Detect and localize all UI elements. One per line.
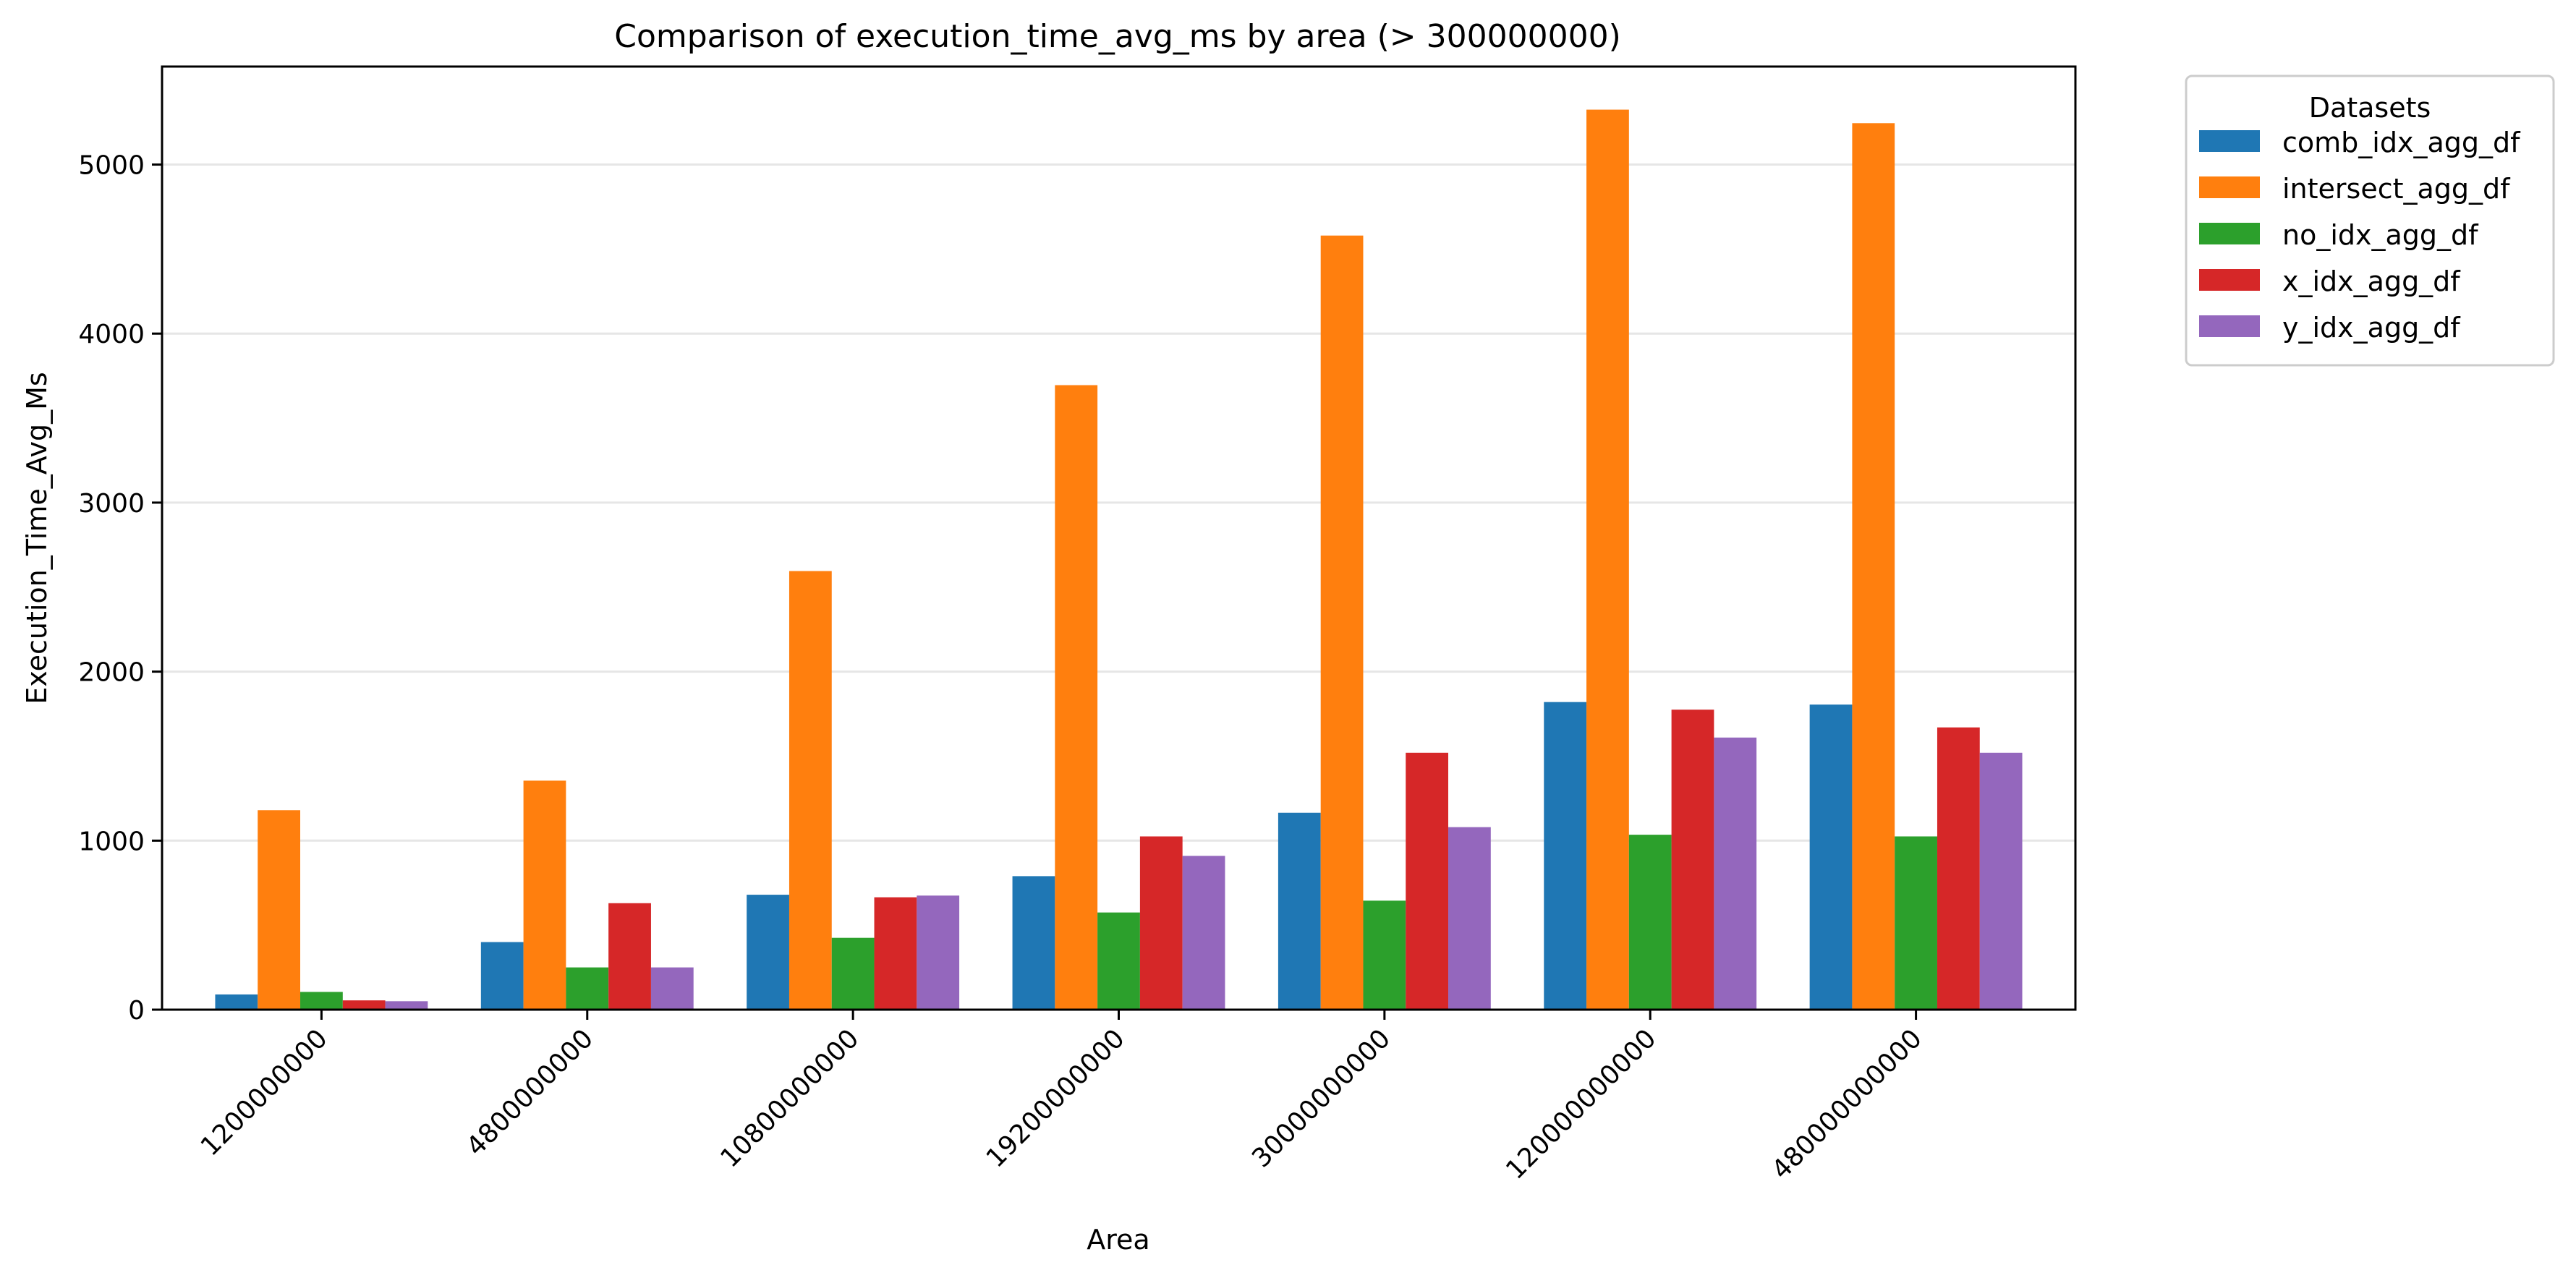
legend-label-y_idx_agg_df: y_idx_agg_df	[2282, 312, 2461, 344]
bar-x_idx_agg_df-10800000000	[874, 897, 917, 1010]
bar-no_idx_agg_df-4800000000	[566, 967, 609, 1010]
bar-comb_idx_agg_df-480000000000	[1809, 704, 1853, 1010]
bar-y_idx_agg_df-120000000000	[1714, 737, 1757, 1010]
y-axis-label: Execution_Time_Avg_Ms	[21, 372, 53, 704]
legend-label-no_idx_agg_df: no_idx_agg_df	[2282, 219, 2479, 251]
bar-no_idx_agg_df-1200000000	[300, 992, 343, 1010]
legend-label-comb_idx_agg_df: comb_idx_agg_df	[2282, 127, 2521, 158]
bar-y_idx_agg_df-4800000000	[650, 967, 694, 1010]
bar-x_idx_agg_df-120000000000	[1671, 710, 1714, 1010]
chart-title: Comparison of execution_time_avg_ms by a…	[614, 18, 1621, 55]
bar-intersect_agg_df-30000000000	[1320, 235, 1364, 1010]
bar-intersect_agg_df-480000000000	[1852, 123, 1895, 1010]
bar-comb_idx_agg_df-4800000000	[480, 942, 524, 1010]
bar-intersect_agg_df-1200000000	[258, 810, 301, 1010]
bar-comb_idx_agg_df-1200000000	[215, 994, 258, 1010]
bar-no_idx_agg_df-10800000000	[831, 937, 875, 1010]
legend-swatch-no_idx_agg_df	[2199, 223, 2260, 244]
bar-intersect_agg_df-4800000000	[523, 780, 566, 1010]
bar-x_idx_agg_df-30000000000	[1406, 752, 1449, 1010]
bar-comb_idx_agg_df-30000000000	[1278, 812, 1321, 1010]
y-tick-label: 4000	[78, 320, 145, 349]
bar-intersect_agg_df-10800000000	[788, 571, 832, 1010]
legend-title: Datasets	[2309, 92, 2431, 124]
bar-comb_idx_agg_df-120000000000	[1544, 702, 1587, 1010]
legend-items: comb_idx_agg_df intersect_agg_df no_idx_ag…	[2199, 127, 2521, 344]
y-axis-ticks: 0 1000 2000 3000 4000 5000	[78, 151, 162, 1026]
bar-no_idx_agg_df-30000000000	[1363, 900, 1406, 1010]
bar-y_idx_agg_df-19200000000	[1182, 856, 1225, 1010]
legend-swatch-y_idx_agg_df	[2199, 315, 2260, 337]
legend-label-x_idx_agg_df: x_idx_agg_df	[2282, 265, 2461, 297]
y-tick-label: 1000	[78, 827, 145, 856]
bar-intersect_agg_df-19200000000	[1055, 385, 1098, 1010]
legend: Datasets comb_idx_agg_df intersect_agg_df…	[2185, 74, 2555, 367]
legend-frame	[2185, 74, 2555, 367]
bar-y_idx_agg_df-480000000000	[1979, 752, 2023, 1010]
legend-swatch-comb_idx_agg_df	[2199, 130, 2260, 152]
bar-y_idx_agg_df-30000000000	[1448, 827, 1491, 1010]
bar-intersect_agg_df-120000000000	[1586, 109, 1629, 1010]
legend-swatch-intersect_agg_df	[2199, 176, 2260, 198]
bar-y_idx_agg_df-10800000000	[917, 895, 960, 1010]
bar-x_idx_agg_df-480000000000	[1937, 727, 1980, 1010]
y-tick-label: 2000	[78, 658, 145, 688]
legend-label-intersect_agg_df: intersect_agg_df	[2282, 173, 2511, 205]
legend-swatch-x_idx_agg_df	[2199, 269, 2260, 291]
bar-y_idx_agg_df-1200000000	[385, 1001, 428, 1010]
y-tick-label: 3000	[78, 489, 145, 519]
bar-x_idx_agg_df-1200000000	[342, 1000, 386, 1010]
bar-x_idx_agg_df-4800000000	[608, 903, 651, 1010]
y-tick-label: 0	[128, 996, 145, 1026]
bar-no_idx_agg_df-120000000000	[1628, 835, 1672, 1010]
bar-x_idx_agg_df-19200000000	[1139, 836, 1183, 1010]
y-tick-label: 5000	[78, 151, 145, 181]
bars	[215, 109, 2023, 1010]
x-axis-label: Area	[1087, 1224, 1149, 1256]
bar-comb_idx_agg_df-10800000000	[747, 895, 789, 1010]
bar-no_idx_agg_df-19200000000	[1097, 912, 1140, 1010]
bar-no_idx_agg_df-480000000000	[1895, 836, 1937, 1010]
bar-comb_idx_agg_df-19200000000	[1012, 876, 1055, 1010]
